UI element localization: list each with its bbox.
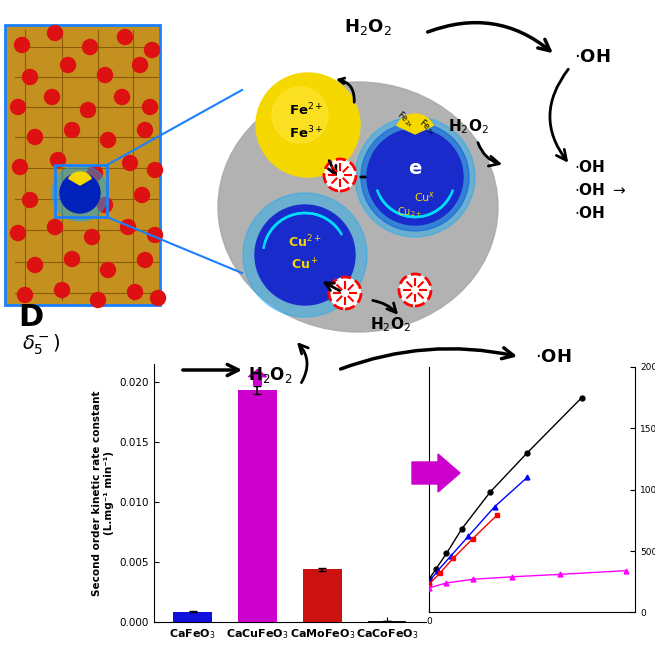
Circle shape xyxy=(138,252,153,267)
Circle shape xyxy=(355,117,475,237)
Circle shape xyxy=(272,87,328,143)
Text: $\cdot$OH: $\cdot$OH xyxy=(574,48,610,66)
Wedge shape xyxy=(69,172,91,185)
Circle shape xyxy=(88,166,102,181)
Circle shape xyxy=(399,274,431,306)
Circle shape xyxy=(54,282,69,297)
Circle shape xyxy=(48,26,62,41)
Circle shape xyxy=(84,229,100,244)
Circle shape xyxy=(367,129,463,225)
Circle shape xyxy=(50,153,66,168)
Text: Cu$^{2+}$: Cu$^{2+}$ xyxy=(288,234,322,250)
Text: H$_2$O$_2$: H$_2$O$_2$ xyxy=(369,316,411,334)
Circle shape xyxy=(147,227,162,242)
Circle shape xyxy=(52,165,108,221)
Circle shape xyxy=(48,219,62,234)
Circle shape xyxy=(145,43,160,58)
Text: H$_2$O$_2$: H$_2$O$_2$ xyxy=(248,365,292,385)
Text: Fe$^{2+}$: Fe$^{2+}$ xyxy=(289,102,324,119)
Circle shape xyxy=(128,284,143,299)
Ellipse shape xyxy=(218,82,498,332)
Bar xyxy=(5,25,160,305)
Circle shape xyxy=(100,132,115,147)
Circle shape xyxy=(134,187,149,202)
Circle shape xyxy=(255,205,355,305)
Circle shape xyxy=(83,39,98,54)
Circle shape xyxy=(10,225,26,240)
Bar xyxy=(174,612,212,622)
Circle shape xyxy=(14,37,29,52)
Circle shape xyxy=(256,73,360,177)
Circle shape xyxy=(115,90,130,105)
Text: $\delta_5^-$): $\delta_5^-$) xyxy=(22,333,60,357)
Wedge shape xyxy=(397,114,433,134)
Circle shape xyxy=(324,159,356,191)
Text: Fe$^{3+}$: Fe$^{3+}$ xyxy=(289,124,324,141)
Text: e: e xyxy=(408,160,422,179)
Text: D: D xyxy=(18,303,43,331)
Circle shape xyxy=(60,185,75,200)
Circle shape xyxy=(45,90,60,105)
Circle shape xyxy=(22,69,37,84)
Circle shape xyxy=(90,293,105,307)
Circle shape xyxy=(64,252,79,267)
Circle shape xyxy=(151,291,166,305)
Circle shape xyxy=(28,257,43,272)
Circle shape xyxy=(147,162,162,178)
FancyArrow shape xyxy=(248,369,267,385)
Circle shape xyxy=(138,122,153,138)
Circle shape xyxy=(100,263,115,278)
Text: $\cdot$OH: $\cdot$OH xyxy=(574,159,605,175)
Bar xyxy=(367,621,406,622)
Circle shape xyxy=(361,123,469,231)
Circle shape xyxy=(132,58,147,73)
Bar xyxy=(55,165,107,217)
FancyArrow shape xyxy=(412,454,460,492)
Text: H$_2$O$_2$: H$_2$O$_2$ xyxy=(447,118,489,136)
Text: Fe$_{2x}$: Fe$_{2x}$ xyxy=(394,108,417,130)
Circle shape xyxy=(243,193,367,317)
Text: H$_2$O$_2$: H$_2$O$_2$ xyxy=(344,17,392,37)
Text: Cu$^x$: Cu$^x$ xyxy=(414,190,436,204)
Circle shape xyxy=(98,198,113,212)
Circle shape xyxy=(98,67,113,83)
Bar xyxy=(238,390,277,622)
Circle shape xyxy=(117,29,132,45)
Text: $\cdot$OH: $\cdot$OH xyxy=(574,205,605,221)
Circle shape xyxy=(18,288,33,303)
Circle shape xyxy=(122,155,138,170)
Text: Cu$_{2+}$: Cu$_{2+}$ xyxy=(397,205,423,219)
Circle shape xyxy=(121,219,136,234)
Circle shape xyxy=(143,100,157,115)
Text: $\cdot$OH: $\cdot$OH xyxy=(535,348,571,366)
Circle shape xyxy=(329,277,361,309)
Circle shape xyxy=(60,58,75,73)
Text: $\cdot$OH $\rightarrow$: $\cdot$OH $\rightarrow$ xyxy=(574,182,627,198)
Circle shape xyxy=(64,122,79,138)
Circle shape xyxy=(22,193,37,208)
Circle shape xyxy=(12,160,28,174)
Circle shape xyxy=(81,102,96,117)
Bar xyxy=(303,569,342,622)
Circle shape xyxy=(10,100,26,115)
Text: Cu$^+$: Cu$^+$ xyxy=(291,257,319,272)
Circle shape xyxy=(28,130,43,145)
Text: Fe$_{3x}$: Fe$_{3x}$ xyxy=(415,116,438,138)
Circle shape xyxy=(60,173,100,213)
Y-axis label: Second order kinetic rate constant
(L.mg⁻¹ min⁻¹): Second order kinetic rate constant (L.mg… xyxy=(92,390,114,595)
